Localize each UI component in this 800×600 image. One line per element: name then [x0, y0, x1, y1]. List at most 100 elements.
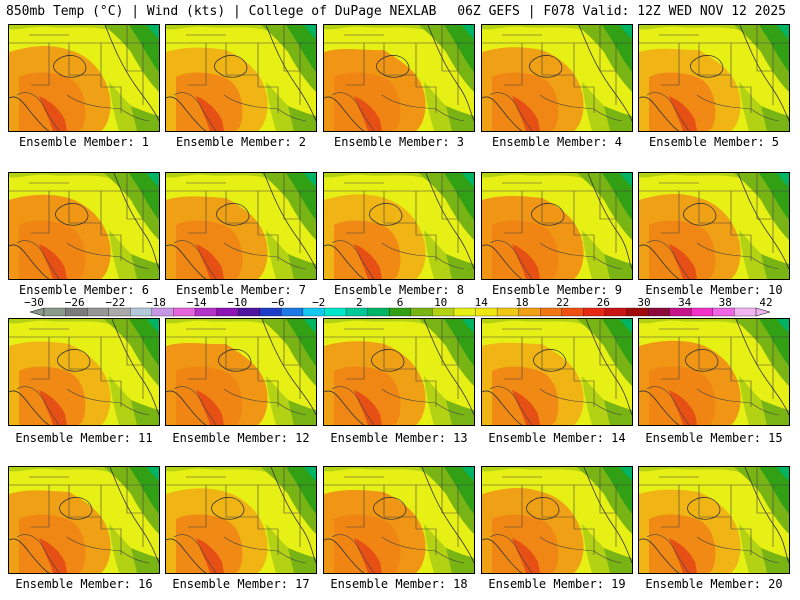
colorbar-swatch	[281, 307, 304, 317]
colorbar-tick-label: 34	[678, 298, 692, 309]
colorbar-tick-label: 26	[597, 298, 610, 309]
ensemble-member-label: Ensemble Member: 4	[491, 135, 623, 149]
colorbar-swatch	[410, 307, 433, 317]
colorbar-swatch	[65, 307, 88, 317]
ensemble-member-label: Ensemble Member: 9	[491, 283, 623, 297]
colorbar-swatch	[626, 307, 649, 317]
temperature-map	[482, 173, 632, 279]
ensemble-member-label: Ensemble Member: 3	[333, 135, 465, 149]
colorbar-tick-label: −6	[271, 298, 284, 309]
ensemble-map-panel	[481, 24, 633, 132]
temperature-map	[324, 25, 474, 131]
ensemble-member-label: Ensemble Member: 8	[333, 283, 465, 297]
colorbar-swatch	[216, 307, 239, 317]
ensemble-map-panel	[8, 24, 160, 132]
temperature-map	[166, 467, 316, 573]
ensemble-map-panel	[165, 318, 317, 426]
ensemble-member-label: Ensemble Member: 20	[645, 577, 783, 591]
ensemble-member-label: Ensemble Member: 2	[175, 135, 307, 149]
temperature-map	[9, 319, 159, 425]
temperature-map	[639, 319, 789, 425]
colorbar-tick-label: 14	[475, 298, 489, 309]
ensemble-member-label: Ensemble Member: 6	[18, 283, 150, 297]
colorbar-tick-label: −18	[146, 298, 166, 309]
ensemble-member-label: Ensemble Member: 13	[330, 431, 468, 445]
colorbar-swatch	[540, 307, 563, 317]
colorbar-swatch	[712, 307, 735, 317]
colorbar-tick-label: −30	[24, 298, 44, 309]
ensemble-map-panel	[638, 318, 790, 426]
colorbar-swatch	[194, 307, 218, 317]
colorbar-tick-label: 30	[637, 298, 650, 309]
ensemble-map-panel	[8, 172, 160, 280]
temperature-map	[639, 25, 789, 131]
temperature-map	[324, 319, 474, 425]
ensemble-member-label: Ensemble Member: 14	[488, 431, 626, 445]
temperature-map	[639, 467, 789, 573]
ensemble-member-label: Ensemble Member: 10	[645, 283, 783, 297]
colorbar-swatch	[389, 307, 412, 317]
colorbar-tick-label: −26	[65, 298, 85, 309]
temperature-map	[639, 173, 789, 279]
ensemble-member-label: Ensemble Member: 12	[172, 431, 310, 445]
colorbar-tick-label: −10	[227, 298, 247, 309]
temperature-map	[482, 467, 632, 573]
colorbar-swatch	[691, 307, 714, 317]
temperature-map	[482, 25, 632, 131]
colorbar-swatch	[496, 307, 520, 317]
colorbar-tick-label: 6	[397, 298, 404, 309]
colorbar-swatch	[173, 307, 196, 317]
colorbar-swatch	[151, 307, 174, 317]
ensemble-map-panel	[323, 24, 475, 132]
colorbar-swatch	[87, 307, 110, 317]
temperature-map	[166, 319, 316, 425]
temperature-map	[324, 467, 474, 573]
temperature-colorbar: −30 −26 −22 −18 −14 −10 −6 −2 2 6 10 14 18 22 26 30 34 38…	[24, 298, 773, 317]
colorbar-tick-label: 42	[759, 298, 772, 309]
colorbar-swatch	[259, 307, 282, 317]
ensemble-member-label: Ensemble Member: 1	[18, 135, 150, 149]
colorbar-tick-label: 22	[556, 298, 569, 309]
colorbar-swatch	[238, 307, 261, 317]
colorbar-tick-label: −2	[312, 298, 325, 309]
colorbar-swatch	[561, 307, 584, 317]
ensemble-map-panel	[323, 466, 475, 574]
colorbar-swatch	[734, 307, 757, 317]
ensemble-member-label: Ensemble Member: 7	[175, 283, 307, 297]
ensemble-member-label: Ensemble Member: 19	[488, 577, 626, 591]
colorbar-swatch	[475, 307, 498, 317]
colorbar-left-arrow	[29, 307, 45, 317]
ensemble-map-panel	[638, 466, 790, 574]
colorbar-tick-label: 2	[356, 298, 363, 309]
ensemble-map-panel	[323, 318, 475, 426]
ensemble-map-panel	[165, 466, 317, 574]
colorbar-swatch	[43, 307, 67, 317]
ensemble-map-panel	[638, 24, 790, 132]
ensemble-member-label: Ensemble Member: 5	[648, 135, 780, 149]
temperature-map	[482, 319, 632, 425]
ensemble-map-panel	[8, 466, 160, 574]
ensemble-member-label: Ensemble Member: 16	[15, 577, 153, 591]
colorbar-swatch	[647, 307, 671, 317]
colorbar-tick-label: −14	[187, 298, 207, 309]
colorbar-tick-label: −22	[105, 298, 125, 309]
ensemble-map-panel	[481, 318, 633, 426]
colorbar-tick-label: 38	[719, 298, 732, 309]
colorbar-right-arrow	[755, 307, 771, 317]
ensemble-map-panel	[8, 318, 160, 426]
colorbar-tick-label: 18	[515, 298, 528, 309]
ensemble-member-label: Ensemble Member: 17	[172, 577, 310, 591]
colorbar-swatch	[583, 307, 606, 317]
temperature-map	[9, 173, 159, 279]
colorbar-swatch	[324, 307, 347, 317]
colorbar-swatch	[432, 307, 455, 317]
temperature-map	[166, 173, 316, 279]
ensemble-map-panel	[323, 172, 475, 280]
colorbar-swatch	[367, 307, 390, 317]
map-title: 850mb Temp (°C) | Wind (kts) | College o…	[6, 4, 437, 19]
ensemble-member-label: Ensemble Member: 18	[330, 577, 468, 591]
ensemble-member-label: Ensemble Member: 11	[15, 431, 153, 445]
colorbar-swatch	[669, 307, 692, 317]
colorbar-tick-label: 10	[434, 298, 447, 309]
temperature-map	[324, 173, 474, 279]
